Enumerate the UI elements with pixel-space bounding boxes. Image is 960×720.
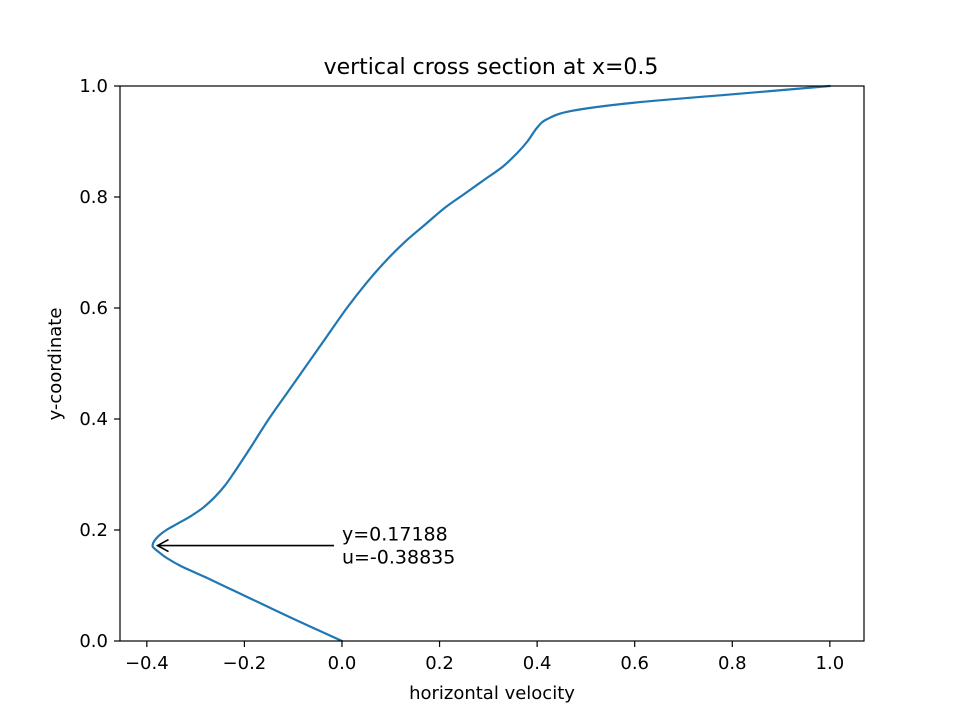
y-tick-label: 0.4 bbox=[79, 409, 108, 430]
x-tick-label: 0.0 bbox=[328, 653, 357, 674]
plot-area: y=0.17188 u=-0.38835 bbox=[119, 84, 865, 643]
y-axis: 0.0 0.2 0.4 0.6 0.8 1.0 bbox=[79, 76, 120, 652]
x-tick-label: 0.6 bbox=[620, 653, 649, 674]
x-tick-label: 0.4 bbox=[523, 653, 552, 674]
annotation-text-y: y=0.17188 bbox=[342, 524, 448, 546]
x-axis: −0.4 −0.2 0.0 0.2 0.4 0.6 0.8 1.0 bbox=[125, 641, 844, 674]
x-tick-label: −0.2 bbox=[223, 653, 267, 674]
y-tick-label: 0.8 bbox=[79, 187, 108, 208]
x-axis-label: horizontal velocity bbox=[409, 683, 575, 704]
annotation-arrow-head bbox=[155, 538, 169, 553]
axes-background bbox=[120, 86, 864, 641]
annotation-text-u: u=-0.38835 bbox=[342, 547, 455, 569]
series-line-u bbox=[151, 84, 831, 643]
chart-title: vertical cross section at x=0.5 bbox=[324, 55, 659, 80]
annotation: y=0.17188 u=-0.38835 bbox=[155, 524, 455, 569]
y-axis-label: y-coordinate bbox=[45, 308, 66, 421]
y-tick-label: 1.0 bbox=[79, 76, 108, 97]
x-tick-label: 1.0 bbox=[816, 653, 845, 674]
axes-frame bbox=[119, 85, 865, 642]
x-tick-label: 0.2 bbox=[425, 653, 454, 674]
y-tick-label: 0.2 bbox=[79, 520, 108, 541]
x-tick-label: −0.4 bbox=[125, 653, 169, 674]
x-tick-label: 0.8 bbox=[718, 653, 747, 674]
y-tick-label: 0.6 bbox=[79, 298, 108, 319]
y-tick-label: 0.0 bbox=[79, 631, 108, 652]
